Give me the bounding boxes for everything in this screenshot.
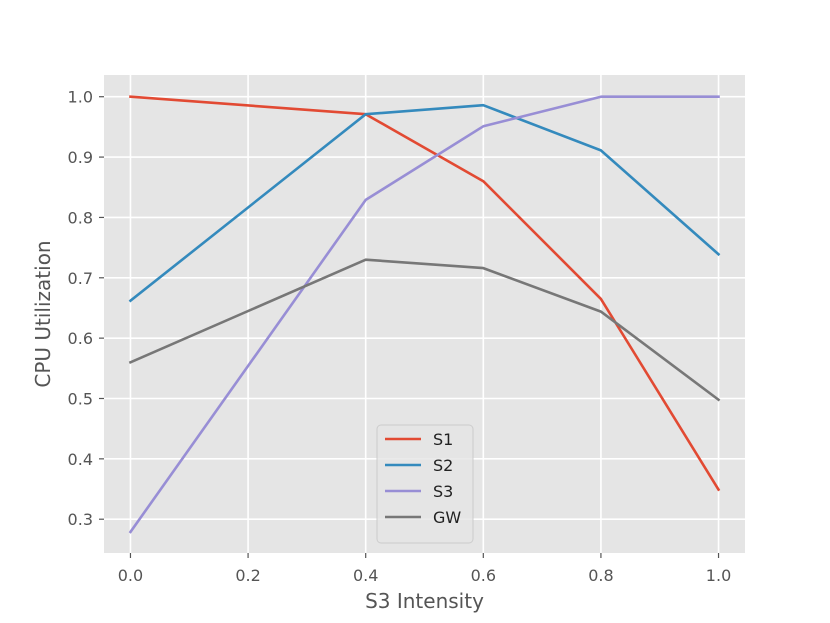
x-axis-ticks: 0.0 0.2 0.4 0.6 0.8 1.0 [118,553,731,585]
y-tick-label: 0.3 [68,510,93,529]
legend-label-s1: S1 [433,430,453,449]
legend-label-s3: S3 [433,482,453,501]
series-line-s1 [129,95,721,492]
x-tick-label: 1.0 [706,566,731,585]
x-axis-label: S3 Intensity [365,589,484,613]
y-tick-label: 0.4 [68,450,93,469]
x-tick-label: 0.4 [353,566,378,585]
legend: S1 S2 S3 GW [376,424,474,544]
y-tick-label: 0.8 [68,208,93,227]
x-tick-label: 0.2 [235,566,260,585]
legend-label-gw: GW [433,508,461,527]
x-tick-label: 0.6 [471,566,496,585]
x-tick-label: 0.0 [118,566,143,585]
series-line-s2 [128,103,721,303]
y-tick-label: 0.5 [68,389,93,408]
legend-frame [376,424,474,544]
y-tick-label: 0.7 [68,269,93,288]
x-tick-label: 0.8 [588,566,613,585]
legend-label-s2: S2 [433,456,453,475]
series-line-gw [128,258,721,402]
y-tick-label: 0.9 [68,148,93,167]
y-axis-label: CPU Utilization [31,240,55,387]
y-tick-label: 0.6 [68,329,93,348]
series-lines [128,95,721,534]
series-line-s3 [128,95,720,534]
y-axis-ticks: 0.3 0.4 0.5 0.6 0.7 0.8 0.9 1.0 [68,88,104,529]
y-tick-label: 1.0 [68,88,93,107]
